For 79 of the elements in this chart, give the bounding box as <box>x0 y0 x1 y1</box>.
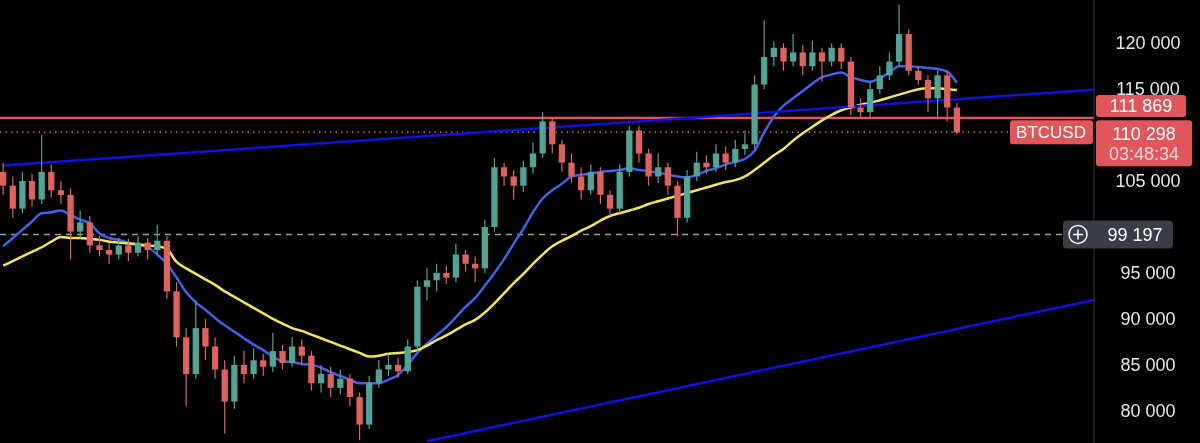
candlestick <box>327 366 334 398</box>
candlestick <box>664 162 671 196</box>
candlestick <box>635 125 643 164</box>
text: BTCUSD <box>1016 123 1086 143</box>
candlestick <box>462 249 469 272</box>
candlestick <box>443 265 450 285</box>
candlestick <box>86 215 93 254</box>
candlestick <box>732 139 739 168</box>
candlestick <box>385 353 392 377</box>
candlestick <box>934 70 941 118</box>
y-tick-label: 90 000 <box>1120 309 1176 330</box>
candlestick <box>317 364 325 394</box>
candlestick <box>597 166 604 205</box>
candlestick <box>144 237 151 260</box>
candlestick <box>77 209 84 239</box>
y-tick-label: 120 000 <box>1115 33 1181 54</box>
candlestick <box>260 353 267 377</box>
candlestick <box>789 33 797 67</box>
candlestick <box>9 175 16 219</box>
candlestick <box>924 74 932 113</box>
candlestick <box>818 47 826 83</box>
candlestick <box>703 154 710 175</box>
candlestick <box>433 263 440 292</box>
candlestick <box>279 344 286 371</box>
candlestick <box>828 42 835 67</box>
candlestick <box>722 145 729 171</box>
candlestick <box>568 152 575 184</box>
candlestick <box>96 235 103 258</box>
candlestick <box>240 350 248 384</box>
candlestick <box>520 160 527 193</box>
candlestick <box>741 129 749 156</box>
candlestick <box>28 173 36 208</box>
candlestick <box>510 169 517 201</box>
y-tick-label: 85 000 <box>1120 355 1176 376</box>
candlestick <box>876 65 883 95</box>
candlestick <box>269 332 277 373</box>
candlestick <box>712 143 720 173</box>
candlestick <box>105 242 113 265</box>
candlestick <box>125 238 132 262</box>
candlestick <box>48 163 55 199</box>
candlestick <box>558 139 566 173</box>
ref-line-label: 110 298 <box>1112 123 1176 144</box>
candlestick <box>57 180 65 205</box>
candlestick <box>289 336 296 368</box>
candlestick <box>867 81 874 118</box>
candlestick <box>838 42 845 70</box>
candlestick <box>587 163 594 196</box>
candlestick <box>346 373 354 407</box>
candlestick <box>452 242 460 283</box>
candlestick <box>250 347 257 380</box>
candlestick <box>154 224 161 256</box>
candlestick <box>298 338 305 366</box>
candlestick <box>394 356 402 379</box>
ref-line-label: 99 197 <box>1107 224 1163 245</box>
y-tick-label: 95 000 <box>1120 263 1176 284</box>
candlestick <box>423 267 431 302</box>
candlestick <box>915 65 922 86</box>
candlestick <box>799 44 806 76</box>
candlestick <box>606 189 614 217</box>
candlestick <box>655 152 662 184</box>
candlestick <box>375 359 382 389</box>
candlestick <box>886 51 893 81</box>
candlestick <box>202 318 209 361</box>
candlestick <box>337 368 344 395</box>
y-tick-label: 105 000 <box>1115 171 1181 192</box>
candlestick <box>211 336 219 380</box>
candlestick <box>693 151 700 182</box>
candlestick <box>500 162 508 187</box>
candlestick <box>0 162 7 196</box>
candlestick <box>578 166 585 201</box>
y-tick-label: 80 000 <box>1120 401 1176 422</box>
candlestick <box>809 39 816 72</box>
candlestick <box>115 237 122 260</box>
candlestick <box>770 40 777 67</box>
candlestick <box>134 235 142 258</box>
candlestick <box>645 148 652 187</box>
candlestick <box>529 141 537 175</box>
text: 03:48:34 <box>1108 143 1180 164</box>
candlestick <box>780 42 787 72</box>
